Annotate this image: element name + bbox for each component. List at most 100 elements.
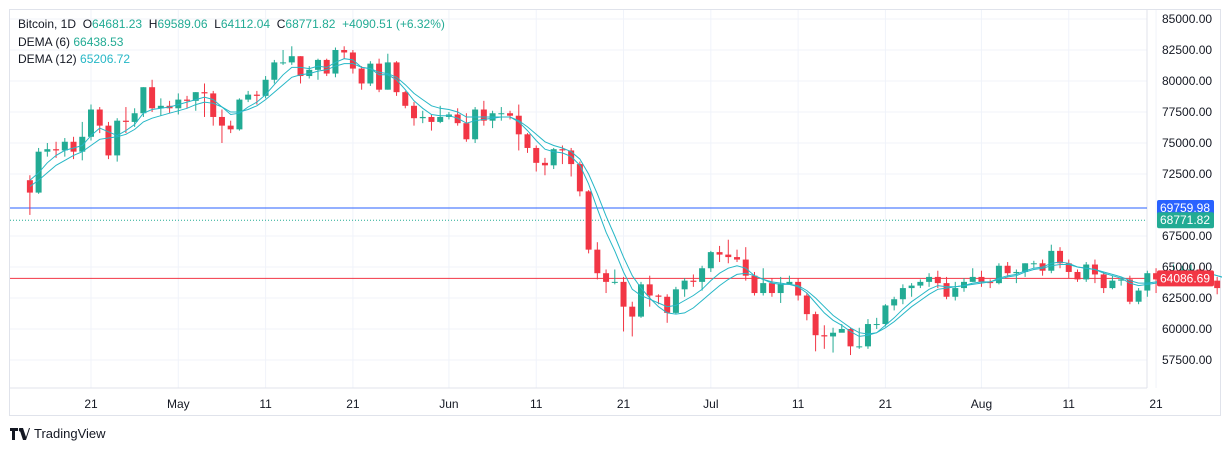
candle-body [943,283,950,297]
candle-body [253,94,260,96]
candle-body [716,252,723,255]
candle-body [751,275,758,294]
candle-body [734,257,741,260]
candle-body [917,281,924,286]
time-tick-label: 11 [792,397,805,411]
candle-body [1153,273,1160,280]
candle-body [550,149,557,166]
candle-body [742,259,749,276]
last-price-label-bg [1157,212,1214,229]
candle-body [803,295,810,315]
candle-body [297,56,304,77]
last-price-label: 68771.82 [1160,213,1210,227]
candle-body [725,254,732,258]
price-tick-label: 60000.00 [1162,322,1212,336]
candle-body [899,288,906,300]
candle-body [498,113,505,115]
time-tick-label: 21 [346,397,360,411]
candle-body [603,273,610,282]
time-tick-label: Jul [703,397,718,411]
candle-body [262,79,269,96]
candle-body [699,268,706,282]
candle-body [70,141,77,152]
red-line-price-label-bg [1157,270,1214,287]
time-tick-label: 11 [530,397,543,411]
candle-body [1022,263,1029,272]
candle-body [786,281,793,285]
candle-body [873,324,880,326]
candle-body [236,99,243,130]
time-tick-label: Jun [439,397,458,411]
symbol-interval: Bitcoin, 1D [18,17,77,31]
price-tick-label: 67500.00 [1162,229,1212,243]
candle-body [341,50,348,53]
candle-body [184,99,191,101]
candle-body [376,63,383,90]
candle-body [664,296,671,313]
candle-body [105,125,112,156]
candle-body [1214,280,1221,289]
candle-body [96,109,103,126]
candle-body [1187,269,1194,271]
candle-body [908,285,915,289]
horizontal-lines [10,207,1147,279]
high-label: H [148,17,158,31]
candle-body [690,280,697,282]
candle-body [114,120,121,156]
time-tick-label: May [167,397,190,411]
candle-body [760,283,767,294]
candle-body [271,62,278,80]
open-value: 64681.23 [92,17,143,31]
price-axis: 85000.00 82500.00 80000.00 77500.00 75000.00… [1162,12,1212,367]
candle-body [201,92,208,94]
candle-body [402,92,409,106]
candle-body [306,69,313,77]
candle-body [358,68,365,84]
candle-body [1118,279,1125,281]
high-value: 69589.06 [157,17,208,31]
candle-body [1013,271,1020,274]
price-tick-label: 77500.00 [1162,105,1212,119]
time-axis: 21 May 11 21 Jun 11 21 Jul 11 21 Aug 11 21 [84,397,1163,411]
candle-body [524,134,531,148]
time-tick-label: Aug [971,397,992,411]
candle-body [218,116,225,126]
candle-body [323,59,330,74]
candle-body [882,305,889,325]
candle-body [1135,290,1142,302]
dema6-label: DEMA (6) [18,35,71,49]
tradingview-name: TradingView [34,426,106,441]
candle-body [1109,280,1116,289]
candle-body [585,191,592,250]
candle-body [53,149,60,151]
candle-body [987,281,994,284]
candle-body [288,56,295,63]
price-chart[interactable]: 85000.00 82500.00 80000.00 77500.00 75000.00… [10,10,1222,417]
candle-body [594,249,601,274]
tradingview-logo[interactable]: TradingView [10,426,106,441]
candle-body [26,180,33,193]
chart-frame[interactable]: 85000.00 82500.00 80000.00 77500.00 75000.00… [9,9,1222,417]
close-label: C [276,17,286,31]
candle-body [672,289,679,313]
dema6-value: 66438.53 [73,35,124,49]
candle-body [1057,250,1064,264]
candle-body [157,105,164,109]
price-tick-label: 72500.00 [1162,167,1212,181]
candle-body [280,62,287,64]
candle-body [795,281,802,296]
blue-line-price-label-bg [1157,199,1214,216]
candle-body [1065,263,1072,272]
time-tick-label: 21 [84,397,98,411]
close-value: 68771.82 [285,17,336,31]
candle-body [1030,263,1037,265]
candle-body [1074,271,1081,280]
candle-body [61,141,68,151]
candle-body [541,162,548,166]
candle-body [926,276,933,282]
candle-body [463,123,470,140]
time-tick-label: 21 [879,397,893,411]
candle-body [515,115,522,135]
candle-body [454,114,461,124]
